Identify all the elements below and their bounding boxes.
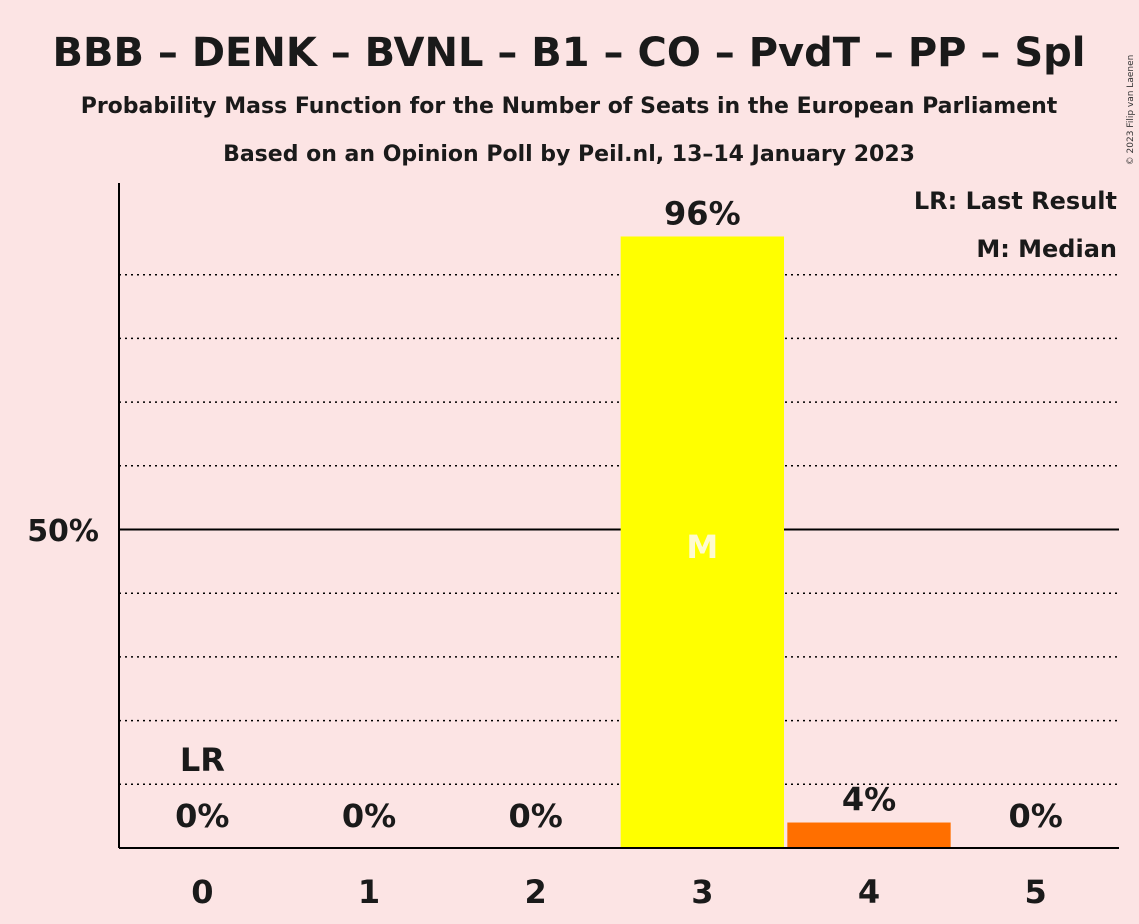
value-label-1: 0% [342, 797, 396, 835]
value-label-0: 0% [175, 797, 229, 835]
last-result-marker: LR [180, 741, 225, 779]
bar-3 [620, 236, 784, 849]
median-marker: M [686, 528, 718, 566]
x-tick-label-1: 1 [358, 873, 380, 911]
value-label-2: 0% [509, 797, 563, 835]
x-tick-label-3: 3 [691, 873, 713, 911]
legend-last-result: LR: Last Result [914, 187, 1117, 215]
legend-median: M: Median [976, 235, 1117, 263]
chart-subtitle: Probability Mass Function for the Number… [81, 94, 1058, 119]
chart-title: BBB – DENK – BVNL – B1 – CO – PvdT – PP … [53, 30, 1086, 76]
x-tick-label-5: 5 [1025, 873, 1047, 911]
value-label-3: 96% [664, 194, 741, 232]
copyright-note: © 2023 Filip van Laenen [1126, 55, 1136, 166]
x-tick-label-2: 2 [525, 873, 547, 911]
chart-subtitle-source: Based on an Opinion Poll by Peil.nl, 13–… [223, 142, 915, 167]
value-labels: 0% 0 LR 0% 1 0% 2 96% 3 M 4% 4 0% 5 [175, 194, 1063, 911]
gridlines [119, 273, 1119, 786]
value-label-5: 0% [1009, 797, 1063, 835]
y-tick-label-50: 50% [27, 514, 99, 549]
bars [620, 236, 951, 849]
bar-4 [787, 822, 951, 848]
x-tick-label-4: 4 [858, 873, 880, 911]
value-label-4: 4% [842, 781, 896, 819]
x-tick-label-0: 0 [191, 873, 213, 911]
